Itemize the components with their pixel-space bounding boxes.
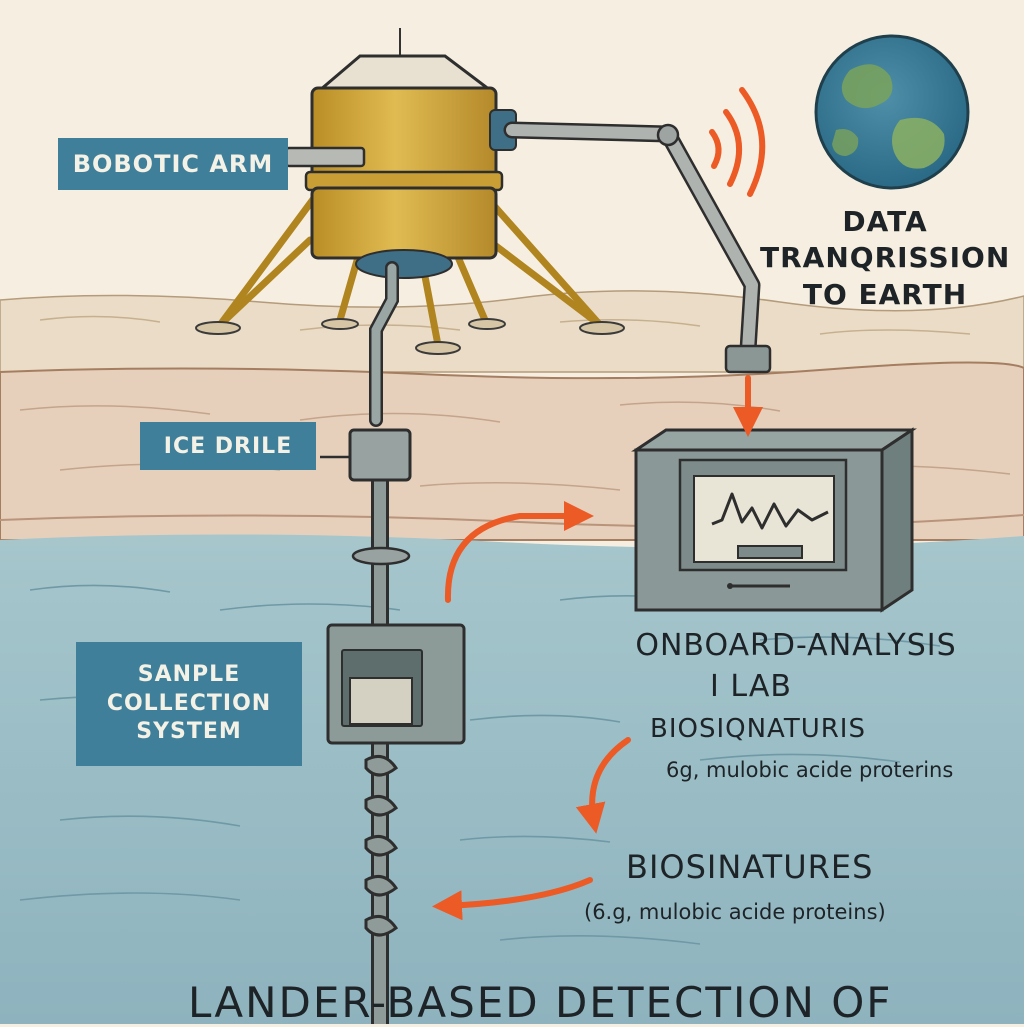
- ice-drill-label-text: ICE DRILE: [163, 433, 293, 459]
- robotic-arm-stub: [284, 146, 366, 168]
- biosignatures-primary-title: BIOSIQNATURIS: [650, 714, 866, 744]
- ice-drill-collar: [320, 428, 412, 566]
- ice-drill-label: ICE DRILE: [140, 422, 316, 470]
- robotic-arm-label: BOBOTIC ARM: [58, 138, 288, 190]
- flow-arrows: [432, 375, 763, 921]
- lab-caption: ONBOARD-ANALYSIS I LAB: [586, 626, 1006, 707]
- data-transmission-caption: DATA TRANQRISSION TO EARTH: [760, 204, 1010, 313]
- sample-collection-line1: SANPLE: [137, 662, 241, 688]
- arrow-biosignatures-to-ocean: [432, 877, 593, 921]
- sample-collection-label: SANPLE COLLECTION SYSTEM: [76, 642, 302, 766]
- data-line3: TO EARTH: [802, 277, 968, 311]
- sample-collection-line2: COLLECTION: [106, 690, 272, 716]
- biosignatures-secondary-note: (6.g, mulobic acide proteins): [584, 900, 886, 924]
- diagram-footer-title: LANDER-BASED DETECTION OF: [188, 978, 893, 1027]
- biosignatures-primary-note: 6g, mulobic acide proterins: [666, 758, 954, 782]
- arrow-lab-to-biosignatures: [575, 737, 631, 834]
- biosignatures-secondary-title: BIOSINATURES: [626, 848, 874, 886]
- analysis-lab-instrument: [631, 427, 917, 613]
- data-line2: TRANQRISSION: [760, 241, 1011, 275]
- signal-waves-icon: [709, 87, 766, 197]
- drill-auger: [364, 754, 399, 937]
- robotic-arm-label-text: BOBOTIC ARM: [72, 150, 274, 178]
- sample-collection-box: [326, 623, 466, 745]
- robotic-arm-link: [503, 121, 772, 374]
- lab-line2: I LAB: [710, 668, 792, 704]
- earth-globe: [814, 34, 970, 190]
- sample-collection-line3: SYSTEM: [136, 719, 242, 745]
- arrow-sample-to-lab: [444, 501, 594, 603]
- lab-line1: ONBOARD-ANALYSIS: [635, 628, 957, 663]
- lander-footpads: [195, 318, 625, 355]
- data-line1: DATA: [842, 205, 928, 238]
